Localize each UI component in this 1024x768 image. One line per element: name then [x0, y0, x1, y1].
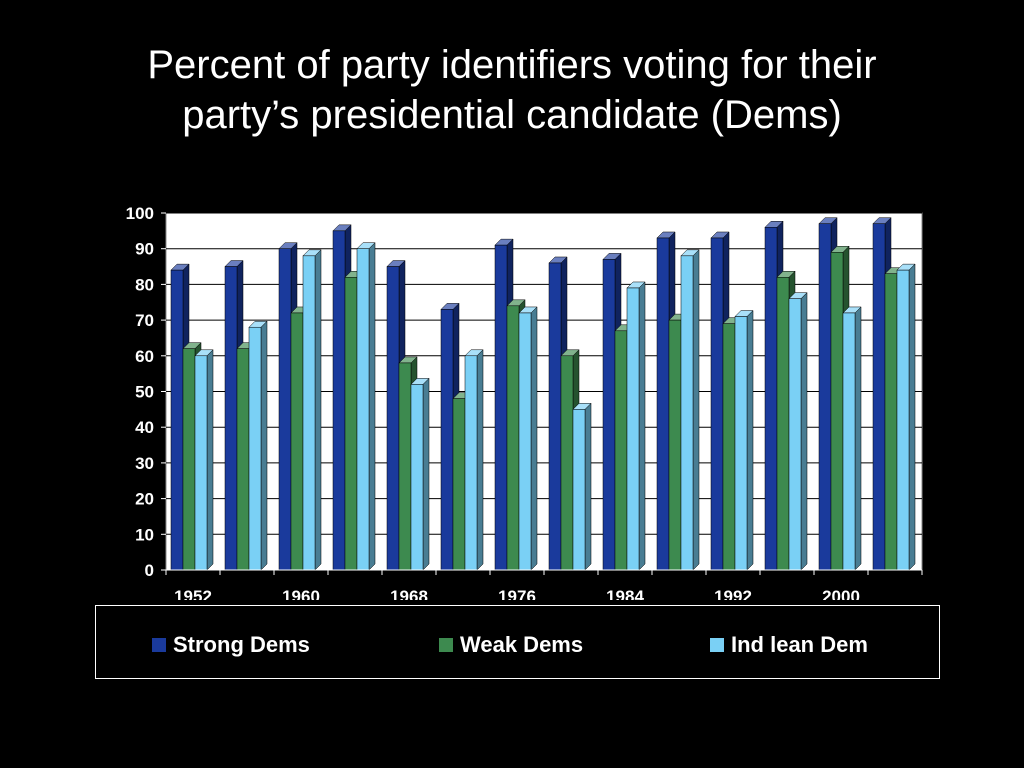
- bar-ind-lean-dem-2004: [896, 269, 910, 571]
- x-tick-label-1952: 1952: [174, 587, 212, 600]
- y-tick-label-80: 80: [135, 275, 154, 294]
- bar-weak-dems-1980: [560, 355, 574, 571]
- bar-strong-dems-1992: [710, 237, 724, 571]
- bar-ind-lean-dem-1972: [464, 355, 478, 571]
- bar-side-ind-lean-dem-1984: [638, 281, 646, 571]
- bar-weak-dems-1972: [452, 398, 466, 571]
- x-tick-label-1976: 1976: [498, 587, 536, 600]
- y-tick-label-20: 20: [135, 490, 154, 509]
- bar-weak-dems-1992: [722, 323, 736, 571]
- x-tick-label-1992: 1992: [714, 587, 752, 600]
- bar-ind-lean-dem-1956: [248, 326, 262, 571]
- x-tick-label-1968: 1968: [390, 587, 428, 600]
- bar-side-ind-lean-dem-1996: [800, 292, 808, 571]
- bar-weak-dems-1976: [506, 305, 520, 571]
- bar-ind-lean-dem-1976: [518, 312, 532, 571]
- y-tick-label-70: 70: [135, 311, 154, 330]
- bar-side-ind-lean-dem-1980: [584, 402, 592, 571]
- bar-weak-dems-1984: [614, 330, 628, 571]
- bar-weak-dems-1964: [344, 277, 358, 571]
- bar-side-ind-lean-dem-1988: [692, 249, 700, 571]
- bar-ind-lean-dem-1960: [302, 255, 316, 571]
- bar-strong-dems-1972: [440, 309, 454, 571]
- y-tick-label-0: 0: [145, 561, 154, 580]
- x-tick-label-1960: 1960: [282, 587, 320, 600]
- legend-label-strong-dems: Strong Dems: [173, 632, 310, 657]
- bar-strong-dems-1976: [494, 244, 508, 571]
- bar-ind-lean-dem-1996: [788, 298, 802, 571]
- y-tick-label-90: 90: [135, 240, 154, 259]
- bar-strong-dems-1996: [764, 227, 778, 571]
- bar-strong-dems-2000: [818, 223, 832, 571]
- bar-weak-dems-1952: [182, 348, 196, 571]
- bar-strong-dems-1964: [332, 230, 346, 571]
- bar-weak-dems-1996: [776, 277, 790, 571]
- bar-side-ind-lean-dem-1960: [314, 249, 322, 571]
- bar-weak-dems-1988: [668, 319, 682, 571]
- legend-swatch-weak-dems: [438, 637, 454, 653]
- legend-item-ind-lean-dem: Ind lean Dem: [709, 632, 868, 658]
- bar-side-ind-lean-dem-1952: [206, 349, 214, 571]
- bar-weak-dems-2004: [884, 273, 898, 571]
- bar-strong-dems-1956: [224, 266, 238, 571]
- bar-ind-lean-dem-2000: [842, 312, 856, 571]
- bar-ind-lean-dem-1952: [194, 355, 208, 571]
- bar-side-ind-lean-dem-1956: [260, 320, 268, 571]
- bar-strong-dems-1980: [548, 262, 562, 571]
- bar-ind-lean-dem-1968: [410, 384, 424, 571]
- bar-strong-dems-1952: [170, 269, 184, 571]
- legend-label-weak-dems: Weak Dems: [460, 632, 584, 657]
- x-tick-label-2000: 2000: [822, 587, 860, 600]
- bar-strong-dems-1984: [602, 259, 616, 571]
- bar-ind-lean-dem-1964: [356, 248, 370, 571]
- bar-side-ind-lean-dem-1964: [368, 242, 376, 571]
- chart-title-line2: party’s presidential candidate (Dems): [182, 93, 842, 137]
- bar-side-ind-lean-dem-1976: [530, 306, 538, 571]
- chart-title: Percent of party identifiers voting for …: [0, 40, 1024, 140]
- chart-title-line1: Percent of party identifiers voting for …: [147, 43, 877, 87]
- legend-label-ind-lean-dem: Ind lean Dem: [731, 632, 868, 657]
- bar-ind-lean-dem-1980: [572, 409, 586, 571]
- legend-item-weak-dems: Weak Dems: [438, 632, 583, 658]
- bar-strong-dems-1988: [656, 237, 670, 571]
- y-tick-label-10: 10: [135, 525, 154, 544]
- bar-side-ind-lean-dem-1992: [746, 309, 754, 571]
- legend-swatch-ind-lean-dem: [709, 637, 725, 653]
- bar-weak-dems-1956: [236, 348, 250, 571]
- legend-swatch-strong-dems: [151, 637, 167, 653]
- y-tick-label-40: 40: [135, 418, 154, 437]
- bar-ind-lean-dem-1992: [734, 316, 748, 571]
- bar-side-ind-lean-dem-2000: [854, 306, 862, 571]
- y-tick-label-30: 30: [135, 454, 154, 473]
- bar-weak-dems-2000: [830, 252, 844, 571]
- bar-ind-lean-dem-1984: [626, 287, 640, 571]
- y-tick-label-50: 50: [135, 383, 154, 402]
- x-tick-label-1984: 1984: [606, 587, 644, 600]
- chart-legend: Strong Dems Weak Dems Ind lean Dem: [95, 605, 940, 679]
- bar-strong-dems-1968: [386, 266, 400, 571]
- bar-weak-dems-1968: [398, 362, 412, 571]
- bar-side-ind-lean-dem-2004: [908, 263, 916, 571]
- bar-side-ind-lean-dem-1968: [422, 377, 430, 571]
- bar-strong-dems-1960: [278, 248, 292, 571]
- y-tick-label-60: 60: [135, 347, 154, 366]
- bar-ind-lean-dem-1988: [680, 255, 694, 571]
- bar-side-ind-lean-dem-1972: [476, 349, 484, 571]
- bar-chart: 0 10 20 30 40 50 60 70 80 90 100 1952 1960 1968 1976 19…: [126, 204, 923, 600]
- bar-strong-dems-2004: [872, 223, 886, 571]
- y-tick-label-100: 100: [126, 204, 154, 223]
- legend-item-strong-dems: Strong Dems: [151, 632, 310, 658]
- bar-weak-dems-1960: [290, 312, 304, 571]
